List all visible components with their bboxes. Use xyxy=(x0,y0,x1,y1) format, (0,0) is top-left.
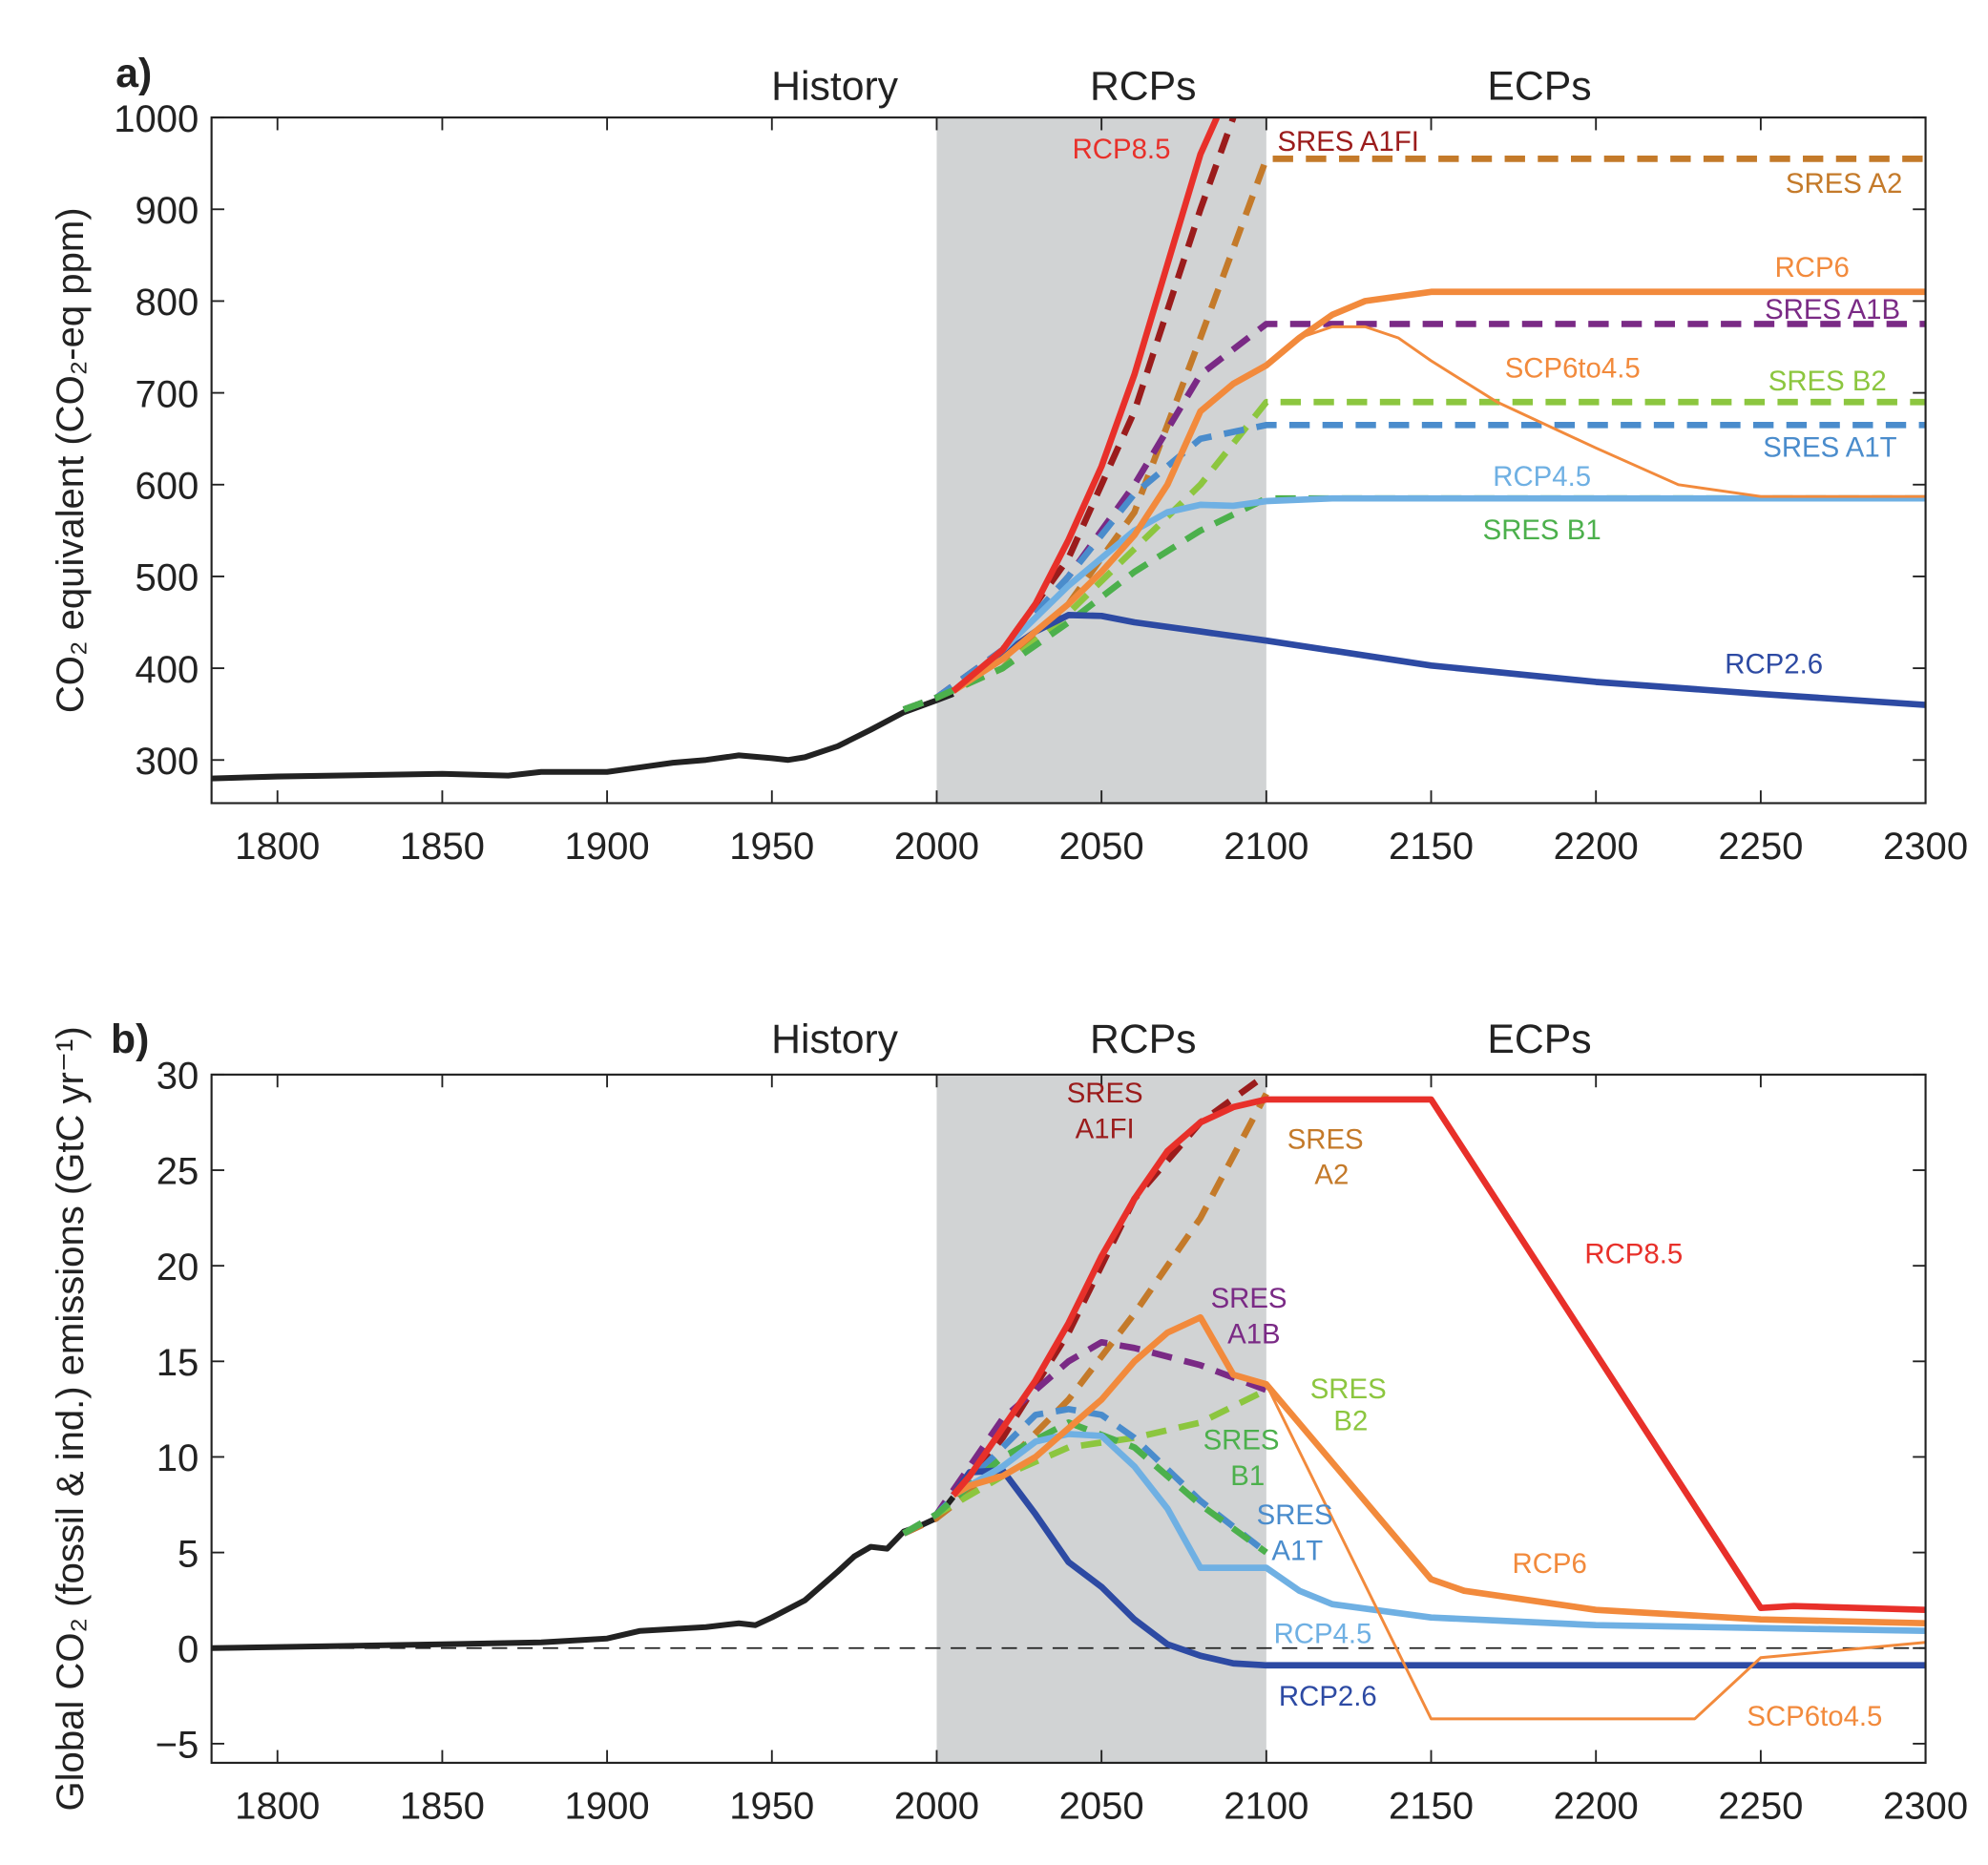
x-tick-label: 1950 xyxy=(729,1786,814,1828)
series-annotation: RCP4.5 xyxy=(1493,461,1591,492)
series-annotation: SRES B1 xyxy=(1483,514,1601,546)
series-line-rcp4-5 xyxy=(951,494,1926,694)
series-line-history xyxy=(211,1495,956,1651)
series-annotation: RCP8.5 xyxy=(1073,134,1171,165)
y-tick-label: −5 xyxy=(156,1725,199,1767)
series-annotation: SRES B2 xyxy=(1768,366,1887,397)
series-line-rcp8-5 xyxy=(951,117,1221,694)
x-tick-label: 1850 xyxy=(400,826,485,868)
y-tick-label: 15 xyxy=(157,1342,199,1384)
series-line-history xyxy=(211,691,954,782)
series-line-scp6to4-5 xyxy=(1265,1383,1926,1721)
y-tick-label: 5 xyxy=(178,1533,199,1575)
x-tick-label: 1800 xyxy=(235,826,320,868)
series-annotation: SRES xyxy=(1067,1078,1143,1109)
period-label: History xyxy=(771,1016,899,1062)
series-annotation: RCP2.6 xyxy=(1725,648,1823,680)
y-tick-label: 800 xyxy=(135,282,199,324)
series-annotation: B2 xyxy=(1333,1405,1368,1436)
period-label: RCPs xyxy=(1090,1016,1197,1062)
period-label: ECPs xyxy=(1487,63,1591,109)
series-annotation: SCP6to4.5 xyxy=(1505,352,1641,384)
x-tick-label: 2250 xyxy=(1718,826,1803,868)
y-tick-label: 0 xyxy=(178,1628,199,1670)
x-tick-label: 2250 xyxy=(1718,1786,1803,1828)
series-annotation: SRES A1B xyxy=(1765,294,1900,325)
series-line-rcp4-5 xyxy=(952,1431,1926,1635)
x-tick-label: 2200 xyxy=(1554,1786,1639,1828)
series-annotation: SRES xyxy=(1211,1283,1287,1314)
y-tick-label: 400 xyxy=(135,649,199,691)
x-tick-label: 1850 xyxy=(400,1786,485,1828)
y-tick-label: 600 xyxy=(135,465,199,507)
y-tick-label: 25 xyxy=(157,1151,199,1193)
panel-a-co2-concentration: 1800 1850 1900 1950 2000 2050 2100 2150 2200 2250… xyxy=(50,51,1968,868)
plot-frame xyxy=(210,116,1927,805)
series-annotation: SRES A1FI xyxy=(1277,126,1419,157)
y-tick-label: 300 xyxy=(135,741,199,783)
y-tick-label: 10 xyxy=(157,1437,199,1479)
x-tick-label: 2300 xyxy=(1883,826,1968,868)
series-line-sres-b1 xyxy=(902,1419,1268,1556)
series-line-rcp6 xyxy=(952,1313,1926,1627)
series-annotation: B1 xyxy=(1230,1460,1265,1492)
panel-label: a) xyxy=(115,51,152,96)
period-label: ECPs xyxy=(1487,1016,1591,1062)
x-tick-label: 1900 xyxy=(565,1786,650,1828)
series-annotation: RCP4.5 xyxy=(1274,1618,1372,1649)
x-tick-label: 2150 xyxy=(1389,1786,1474,1828)
series-annotation: SRES xyxy=(1203,1424,1280,1456)
y-tick-label: 20 xyxy=(157,1247,199,1289)
series-annotation: A1B xyxy=(1227,1319,1281,1351)
panel-b-co2-emissions: 1800 1850 1900 1950 2000 2050 2100 2150 2200 2250… xyxy=(50,1016,1968,1827)
x-tick-label: 2100 xyxy=(1224,826,1308,868)
series-annotation: RCP8.5 xyxy=(1584,1238,1683,1269)
x-tick-label: 2000 xyxy=(894,1786,979,1828)
x-tick-label: 1900 xyxy=(565,826,650,868)
y-tick-label: 1000 xyxy=(114,98,199,140)
series-annotation: SCP6to4.5 xyxy=(1747,1701,1882,1732)
series-line-sres-a2 xyxy=(902,1092,1269,1537)
series-annotation: RCP2.6 xyxy=(1279,1681,1377,1712)
x-tick-label: 1950 xyxy=(729,826,814,868)
plot-frame xyxy=(210,1073,1927,1764)
x-tick-label: 2300 xyxy=(1883,1786,1968,1828)
series-line-sres-a1b xyxy=(902,1338,1268,1537)
y-axis-label: Global CO₂ (fossil & ind.) emissions (Gt… xyxy=(50,1026,92,1811)
period-label: History xyxy=(771,63,899,109)
series-annotation: A2 xyxy=(1314,1160,1349,1191)
y-axis-label: CO₂ equivalent (CO₂-eq ppm) xyxy=(50,207,92,713)
series-annotation: SRES xyxy=(1287,1123,1364,1155)
series-annotation: RCP6 xyxy=(1513,1548,1587,1580)
x-tick-label: 2200 xyxy=(1554,826,1639,868)
series-annotation: A1T xyxy=(1271,1536,1323,1567)
series-annotation: RCP6 xyxy=(1775,252,1850,283)
series-annotation: SRES xyxy=(1257,1499,1333,1531)
series-line-rcp6 xyxy=(951,288,1926,694)
y-tick-label: 700 xyxy=(135,373,199,415)
series-line-scp6to4-5 xyxy=(1265,325,1926,498)
x-tick-label: 2050 xyxy=(1059,1786,1144,1828)
y-tick-label: 500 xyxy=(135,557,199,599)
series-lines xyxy=(211,117,1926,782)
x-tick-label: 2050 xyxy=(1059,826,1144,868)
series-annotation: A1FI xyxy=(1076,1114,1135,1145)
series-line-rcp8-5 xyxy=(951,1096,1926,1614)
panel-label: b) xyxy=(111,1016,149,1062)
series-annotation: SRES A1T xyxy=(1763,431,1896,463)
series-lines xyxy=(211,1074,1926,1721)
series-annotation: SRES A2 xyxy=(1786,168,1902,199)
y-tick-label: 900 xyxy=(135,190,199,232)
x-tick-label: 2000 xyxy=(894,826,979,868)
y-tick-label: 30 xyxy=(157,1056,199,1098)
series-annotation: SRES xyxy=(1310,1373,1387,1405)
period-label: RCPs xyxy=(1090,63,1197,109)
x-tick-label: 2100 xyxy=(1224,1786,1308,1828)
x-tick-label: 2150 xyxy=(1389,826,1474,868)
x-tick-label: 1800 xyxy=(235,1786,320,1828)
